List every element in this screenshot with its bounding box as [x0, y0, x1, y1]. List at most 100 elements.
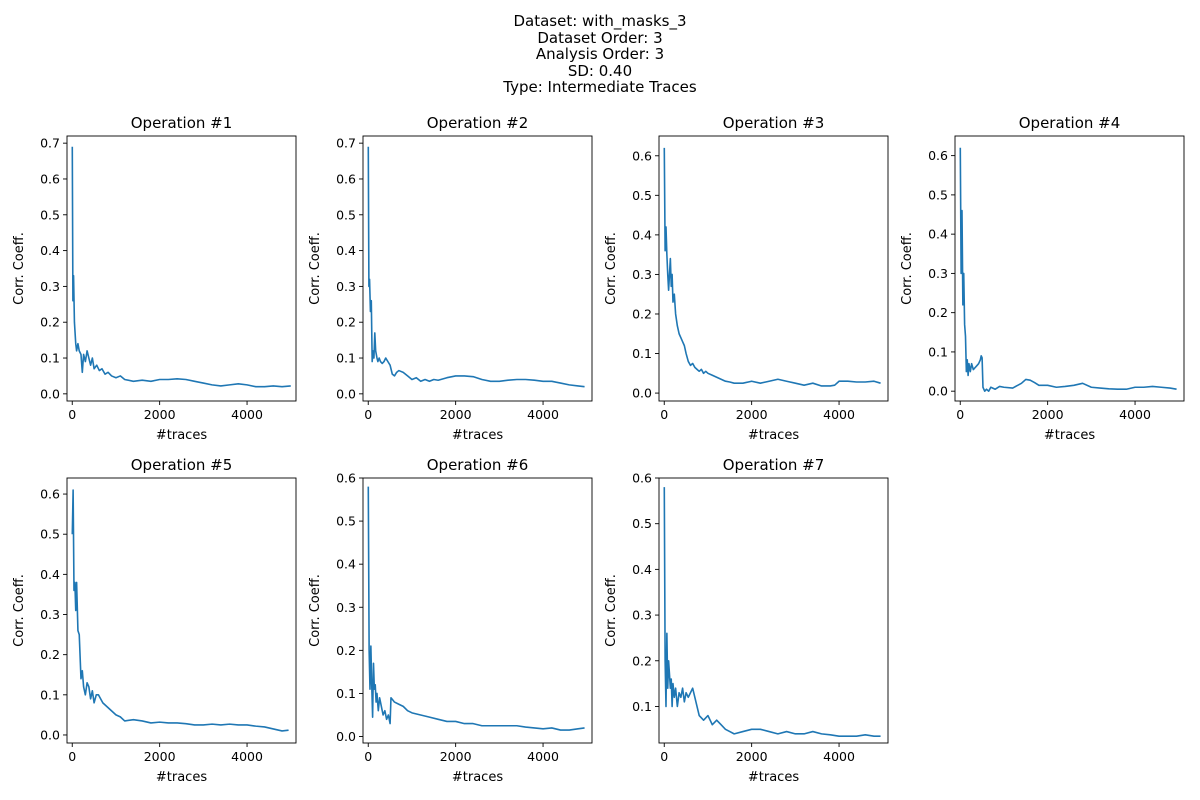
y-tick-label: 0.2 [40, 647, 60, 662]
axes-frame [362, 477, 593, 744]
y-tick-label: 0.4 [632, 227, 652, 242]
series-line [367, 486, 585, 731]
y-tick-label: 0.6 [336, 171, 356, 186]
x-tick-label: 2000 [440, 407, 472, 422]
suptitle-line-dataset-order: Dataset Order: 3 [537, 28, 663, 47]
subplot-title: Operation #4 [1019, 114, 1121, 132]
x-tick-label: 4000 [231, 749, 263, 764]
subplot-1: Operation #1 0 2000 4000 0.0 0.1 0.2 0.3 0.4 0.5 0… [12, 114, 297, 443]
y-tick-label: 0.2 [928, 305, 948, 320]
axes-frame [66, 135, 297, 402]
y-axis-label: Corr. Coeff. [900, 232, 915, 305]
y-tick-label: 0.6 [928, 148, 948, 163]
x-tick-label: 0 [660, 749, 668, 764]
y-tick-label: 0.3 [928, 266, 948, 281]
axes-frame [954, 135, 1185, 402]
x-tick-label: 0 [364, 749, 372, 764]
y-tick-label: 0.0 [40, 727, 60, 742]
x-tick-label: 0 [660, 407, 668, 422]
x-tick-label: 2000 [736, 407, 768, 422]
y-tick-label: 0.1 [632, 346, 652, 361]
x-tick-label: 4000 [231, 407, 263, 422]
y-tick-label: 0.1 [336, 351, 356, 366]
subplot-3: Operation #3 0 2000 4000 0.0 0.1 0.2 0.3 0.4 0.5 0… [604, 114, 889, 443]
y-tick-label: 0.0 [336, 729, 356, 744]
figure-suptitle: Dataset: with_masks_3 Dataset Order: 3 A… [0, 13, 1200, 96]
y-tick-label: 0.5 [336, 207, 356, 222]
x-tick-label: 4000 [527, 749, 559, 764]
y-tick-label: 0.3 [632, 267, 652, 282]
subplot-6: Operation #6 0 2000 4000 0.0 0.1 0.2 0.3 0.4 0.5 0… [308, 456, 593, 785]
y-tick-label: 0.2 [632, 653, 652, 668]
y-tick-label: 0.5 [40, 527, 60, 542]
x-axis-label: #traces [452, 428, 503, 443]
y-tick-label: 0.1 [632, 699, 652, 714]
axes-frame [362, 135, 593, 402]
x-axis-label: #traces [156, 428, 207, 443]
y-tick-label: 0.5 [632, 188, 652, 203]
y-tick-label: 0.2 [40, 315, 60, 330]
x-tick-label: 0 [956, 407, 964, 422]
y-tick-label: 0.2 [632, 306, 652, 321]
y-tick-label: 0.3 [336, 600, 356, 615]
y-tick-label: 0.5 [40, 207, 60, 222]
series-line [663, 147, 881, 387]
series-line [959, 147, 1177, 392]
subplot-title: Operation #7 [723, 456, 825, 474]
series-line [663, 487, 881, 737]
x-tick-label: 2000 [144, 749, 176, 764]
x-tick-label: 2000 [1032, 407, 1064, 422]
y-tick-label: 0.1 [336, 686, 356, 701]
y-tick-label: 0.4 [40, 243, 60, 258]
subplot-7: Operation #7 0 2000 4000 0.1 0.2 0.3 0.4 0.5 0.6 #… [604, 456, 889, 785]
x-tick-label: 4000 [823, 749, 855, 764]
y-axis-label: Corr. Coeff. [12, 232, 27, 305]
y-tick-label: 0.6 [632, 148, 652, 163]
suptitle-line-sd: SD: 0.40 [567, 61, 633, 80]
x-tick-label: 4000 [823, 407, 855, 422]
axes-frame [658, 135, 889, 402]
y-tick-label: 0.0 [928, 384, 948, 399]
subplot-title: Operation #1 [131, 114, 233, 132]
y-tick-label: 0.6 [336, 471, 356, 486]
y-tick-label: 0.3 [336, 279, 356, 294]
subplot-4: Operation #4 0 2000 4000 0.0 0.1 0.2 0.3 0.4 0.5 0… [900, 114, 1185, 443]
subplot-2: Operation #2 0 2000 4000 0.0 0.1 0.2 0.3 0.4 0.5 0… [308, 114, 593, 443]
series-line [71, 146, 291, 388]
y-tick-label: 0.1 [40, 687, 60, 702]
y-tick-label: 0.2 [336, 643, 356, 658]
axes-frame [658, 477, 889, 744]
x-axis-label: #traces [452, 770, 503, 785]
y-tick-label: 0.1 [40, 351, 60, 366]
subplot-5: Operation #5 0 2000 4000 0.0 0.1 0.2 0.3 0.4 0.5 0… [12, 456, 297, 785]
y-tick-label: 0.0 [632, 386, 652, 401]
y-tick-label: 0.3 [40, 607, 60, 622]
y-tick-label: 0.4 [336, 243, 356, 258]
suptitle-line-type: Type: Intermediate Traces [503, 78, 697, 96]
y-tick-label: 0.5 [928, 187, 948, 202]
x-tick-label: 2000 [736, 749, 768, 764]
y-tick-label: 0.5 [336, 514, 356, 529]
y-tick-label: 0.1 [928, 344, 948, 359]
y-tick-label: 0.4 [336, 557, 356, 572]
x-tick-label: 2000 [144, 407, 176, 422]
x-tick-label: 0 [68, 749, 76, 764]
y-tick-label: 0.0 [40, 386, 60, 401]
axes-frame [66, 477, 297, 744]
x-axis-label: #traces [748, 428, 799, 443]
x-tick-label: 0 [364, 407, 372, 422]
y-tick-label: 0.4 [928, 227, 948, 242]
suptitle-line-dataset: Dataset: with_masks_3 [513, 12, 687, 30]
y-axis-label: Corr. Coeff. [308, 574, 323, 647]
y-axis-label: Corr. Coeff. [604, 232, 619, 305]
y-tick-label: 0.0 [336, 386, 356, 401]
x-tick-label: 4000 [1119, 407, 1151, 422]
x-axis-label: #traces [748, 770, 799, 785]
subplot-title: Operation #6 [427, 456, 529, 474]
y-axis-label: Corr. Coeff. [12, 574, 27, 647]
y-tick-label: 0.6 [40, 171, 60, 186]
series-line [367, 146, 585, 388]
y-tick-label: 0.7 [40, 136, 60, 151]
x-tick-label: 4000 [527, 407, 559, 422]
